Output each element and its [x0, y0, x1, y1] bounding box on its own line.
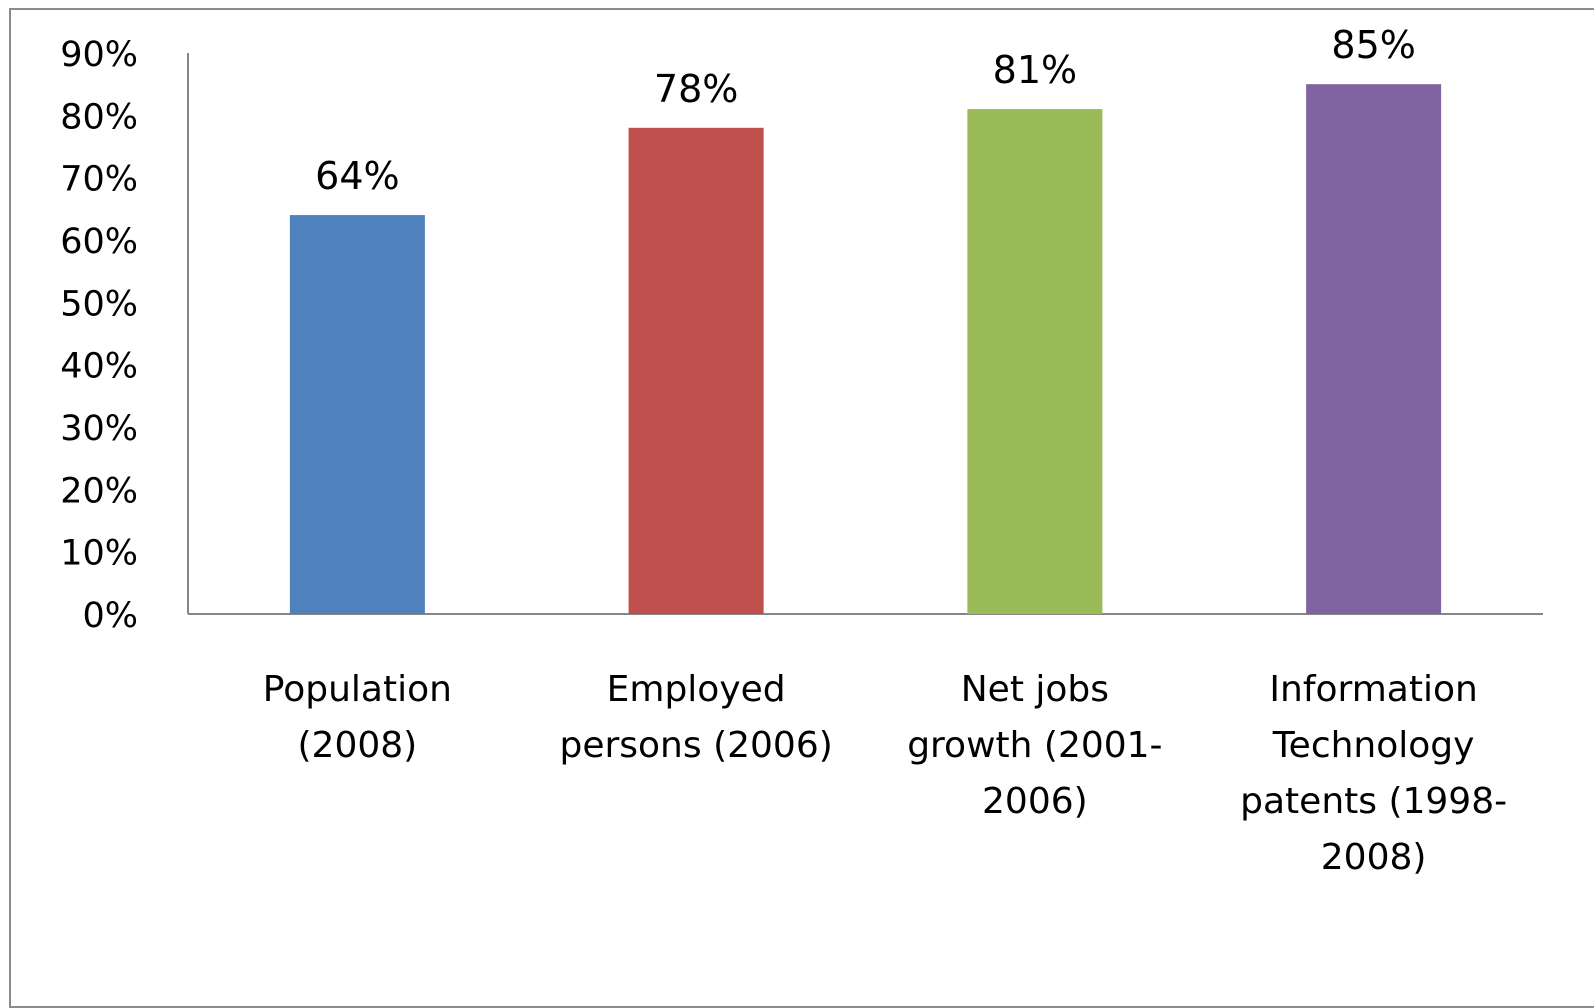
x-category-label-line: 2008) [1321, 837, 1427, 878]
y-tick-label: 80% [60, 97, 138, 137]
x-category-label-line: 2006) [982, 781, 1088, 822]
y-tick-label: 70% [60, 160, 138, 200]
x-category-label-line: Net jobs [961, 669, 1109, 710]
y-tick-label: 60% [60, 222, 138, 262]
bar-chart: 0% 10% 20% 30% 40% 50% 60% 70% 80% 90% 64% Populati… [60, 23, 1543, 878]
x-category-label: Population (2008) [263, 669, 452, 766]
x-category-label: Net jobs growth (2001- 2006) [907, 669, 1162, 822]
x-category-label: Employed persons (2006) [559, 669, 832, 766]
x-category-label-line: (2008) [298, 725, 418, 766]
bar [289, 215, 425, 615]
data-label: 81% [993, 48, 1077, 92]
x-category-label-line: Population [263, 669, 452, 710]
x-category-label-line: persons (2006) [559, 725, 832, 766]
bar [967, 109, 1103, 614]
y-tick-label: 20% [60, 471, 138, 511]
y-tick-label: 0% [82, 596, 138, 636]
y-tick-label: 50% [60, 284, 138, 324]
data-label: 85% [1331, 23, 1415, 67]
y-tick-label: 40% [60, 347, 138, 387]
bar [628, 127, 764, 615]
x-category-label-line: Employed [607, 669, 786, 710]
x-category-label-line: Information [1269, 669, 1477, 710]
x-category-label: Information Technology patents (1998- 2008) [1240, 669, 1507, 878]
x-category-label-line: Technology [1272, 725, 1475, 766]
data-label: 78% [654, 67, 738, 111]
x-category-label-line: growth (2001- [907, 725, 1162, 766]
bar [1306, 84, 1442, 614]
x-category-label-line: patents (1998- [1240, 781, 1507, 822]
data-label: 64% [315, 154, 399, 198]
y-tick-label: 30% [60, 409, 138, 449]
y-tick-label: 10% [60, 534, 138, 574]
y-tick-label: 90% [60, 35, 138, 75]
